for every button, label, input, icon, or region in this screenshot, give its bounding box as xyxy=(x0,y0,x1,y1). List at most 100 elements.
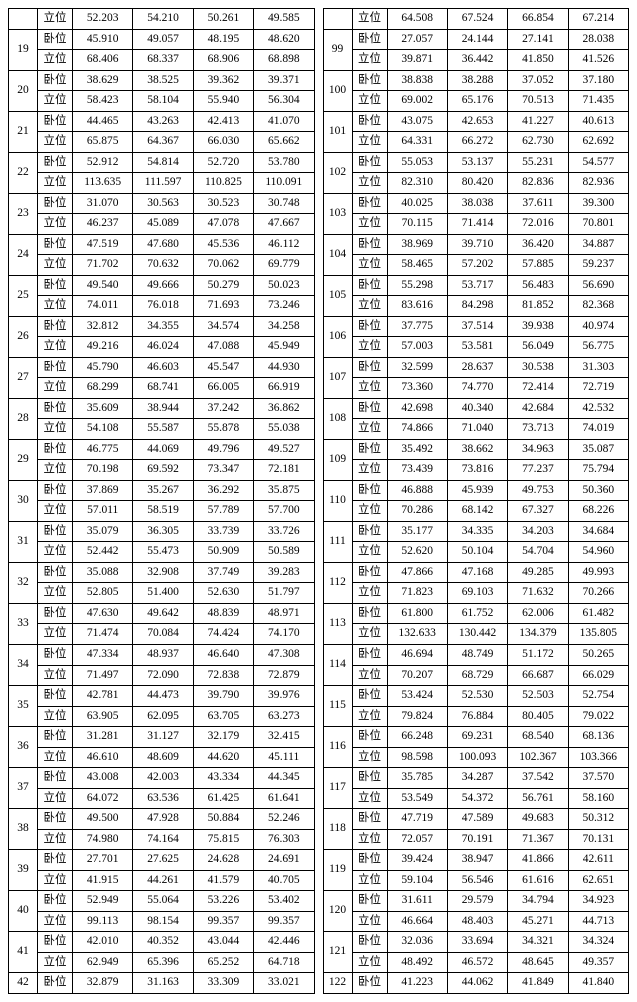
pos-label: 立位 xyxy=(352,296,387,317)
pos-label: 卧位 xyxy=(38,850,73,871)
row-id: 38 xyxy=(9,809,38,850)
value-cell: 32.415 xyxy=(254,727,314,748)
pos-label: 卧位 xyxy=(352,727,387,748)
pos-label: 卧位 xyxy=(38,480,73,501)
value-cell: 52.442 xyxy=(73,542,133,563)
pos-label: 卧位 xyxy=(352,275,387,296)
row-id: 42 xyxy=(9,973,38,994)
value-cell: 34.355 xyxy=(133,316,193,337)
value-cell: 44.473 xyxy=(133,686,193,707)
value-cell: 48.403 xyxy=(447,911,507,932)
value-cell: 46.572 xyxy=(447,952,507,973)
pos-label: 立位 xyxy=(352,132,387,153)
value-cell: 47.519 xyxy=(73,234,133,255)
row-id: 117 xyxy=(323,768,352,809)
value-cell: 37.180 xyxy=(568,70,628,91)
value-cell: 49.666 xyxy=(133,275,193,296)
row-id: 105 xyxy=(323,275,352,316)
value-cell: 41.227 xyxy=(508,111,568,132)
value-cell: 76.884 xyxy=(447,706,507,727)
value-cell: 77.237 xyxy=(508,460,568,481)
value-cell: 34.963 xyxy=(508,439,568,460)
value-cell: 132.633 xyxy=(387,624,447,645)
pos-label: 立位 xyxy=(38,788,73,809)
row-id: 116 xyxy=(323,727,352,768)
row-id: 104 xyxy=(323,234,352,275)
value-cell: 39.283 xyxy=(254,562,314,583)
value-cell: 74.164 xyxy=(133,829,193,850)
value-cell: 37.749 xyxy=(193,562,253,583)
value-cell: 66.854 xyxy=(508,9,568,30)
pos-label: 卧位 xyxy=(352,932,387,953)
value-cell: 74.019 xyxy=(568,419,628,440)
value-cell: 82.310 xyxy=(387,173,447,194)
value-cell: 40.974 xyxy=(568,316,628,337)
row-id: 112 xyxy=(323,562,352,603)
value-cell: 52.620 xyxy=(387,542,447,563)
value-cell: 61.800 xyxy=(387,603,447,624)
row-id: 29 xyxy=(9,439,38,480)
pos-label: 立位 xyxy=(352,624,387,645)
value-cell: 47.168 xyxy=(447,562,507,583)
value-cell: 53.402 xyxy=(254,891,314,912)
value-cell: 42.003 xyxy=(133,768,193,789)
pos-label: 立位 xyxy=(352,255,387,276)
value-cell: 66.248 xyxy=(387,727,447,748)
value-cell: 58.160 xyxy=(568,788,628,809)
value-cell: 51.400 xyxy=(133,583,193,604)
value-cell: 67.214 xyxy=(568,9,628,30)
value-cell: 66.272 xyxy=(447,132,507,153)
value-cell: 53.581 xyxy=(447,337,507,358)
value-cell: 34.923 xyxy=(568,891,628,912)
value-cell: 49.500 xyxy=(73,809,133,830)
value-cell: 45.910 xyxy=(73,29,133,50)
pos-label: 立位 xyxy=(352,9,387,30)
value-cell: 63.273 xyxy=(254,706,314,727)
value-cell: 45.536 xyxy=(193,234,253,255)
row-id: 22 xyxy=(9,152,38,193)
value-cell: 52.912 xyxy=(73,152,133,173)
value-cell: 30.523 xyxy=(193,193,253,214)
value-cell: 49.796 xyxy=(193,439,253,460)
value-cell: 49.683 xyxy=(508,809,568,830)
value-cell: 61.752 xyxy=(447,603,507,624)
value-cell: 64.072 xyxy=(73,788,133,809)
value-cell: 34.574 xyxy=(193,316,253,337)
value-cell: 36.862 xyxy=(254,398,314,419)
value-cell: 100.093 xyxy=(447,747,507,768)
value-cell: 62.095 xyxy=(133,706,193,727)
value-cell: 53.226 xyxy=(193,891,253,912)
value-cell: 62.651 xyxy=(568,870,628,891)
value-cell: 57.700 xyxy=(254,501,314,522)
value-cell: 74.770 xyxy=(447,378,507,399)
pos-label: 立位 xyxy=(38,542,73,563)
value-cell: 57.202 xyxy=(447,255,507,276)
value-cell: 53.717 xyxy=(447,275,507,296)
pos-label: 立位 xyxy=(38,870,73,891)
value-cell: 66.919 xyxy=(254,378,314,399)
value-cell: 113.635 xyxy=(73,173,133,194)
value-cell: 42.611 xyxy=(568,850,628,871)
value-cell: 44.713 xyxy=(568,911,628,932)
row-id: 120 xyxy=(323,891,352,932)
value-cell: 36.292 xyxy=(193,480,253,501)
right-table: 立位64.50867.52466.85467.21499卧位27.05724.1… xyxy=(323,8,630,994)
value-cell: 53.424 xyxy=(387,686,447,707)
value-cell: 68.898 xyxy=(254,50,314,71)
row-id: 23 xyxy=(9,193,38,234)
value-cell: 70.632 xyxy=(133,255,193,276)
value-cell: 38.838 xyxy=(387,70,447,91)
value-cell: 36.305 xyxy=(133,521,193,542)
value-cell: 52.754 xyxy=(568,686,628,707)
value-cell: 50.312 xyxy=(568,809,628,830)
value-cell: 57.003 xyxy=(387,337,447,358)
value-cell: 56.761 xyxy=(508,788,568,809)
value-cell: 34.335 xyxy=(447,521,507,542)
value-cell: 32.908 xyxy=(133,562,193,583)
value-cell: 57.885 xyxy=(508,255,568,276)
value-cell: 134.379 xyxy=(508,624,568,645)
value-cell: 70.198 xyxy=(73,460,133,481)
value-cell: 68.729 xyxy=(447,665,507,686)
value-cell: 59.237 xyxy=(568,255,628,276)
value-cell: 63.536 xyxy=(133,788,193,809)
